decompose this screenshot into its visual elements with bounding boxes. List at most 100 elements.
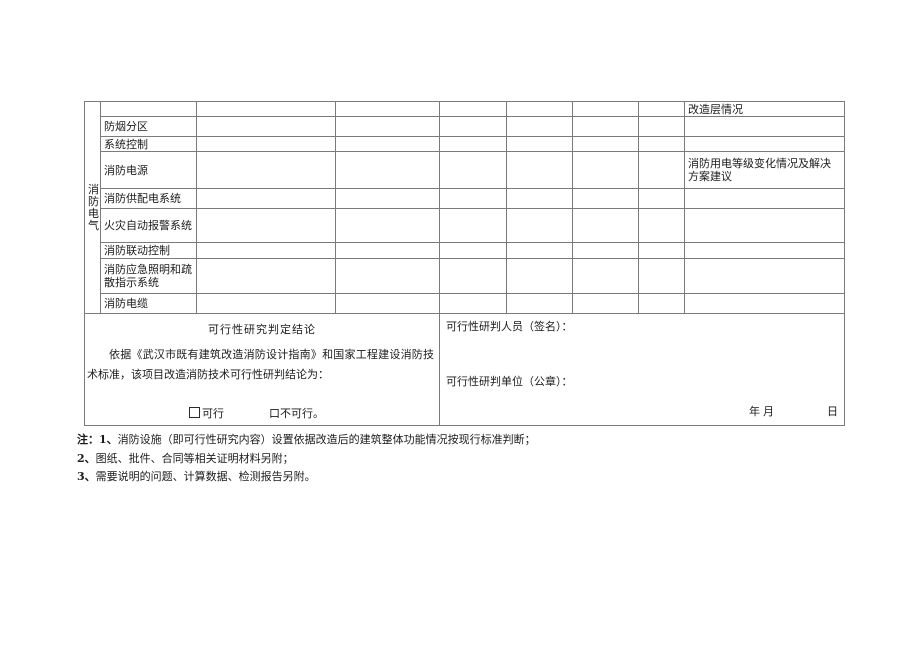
empty-cell — [196, 136, 336, 152]
remark-cell — [684, 116, 845, 137]
unit-label: 可行性研判单位（公章）： — [446, 375, 573, 388]
option-feasible: 可行 — [189, 407, 224, 420]
item-cell: 消防供配电系统 — [100, 188, 197, 209]
empty-cell — [335, 136, 440, 152]
footnote-prefix: 注： — [77, 433, 99, 446]
date-line: 年月 日 — [749, 405, 838, 418]
item-cell: 消防应急照明和疏散指示系统 — [100, 258, 197, 294]
empty-cell — [196, 208, 336, 243]
empty-cell — [572, 136, 639, 152]
empty-cell — [638, 208, 685, 243]
empty-cell — [638, 188, 685, 209]
footnote-line: 3、需要说明的问题、计算数据、检测报告另附。 — [77, 468, 647, 487]
footnote-text: 消防设施（即可行性研究内容）设置依据改造后的建筑整体功能情况按现行标准判断； — [117, 433, 536, 446]
empty-cell — [196, 258, 336, 294]
table-row: 消防电气 改造层情况 — [84, 101, 845, 314]
item-cell: 消防联动控制 — [100, 242, 197, 259]
remark-cell — [684, 136, 845, 152]
empty-cell — [439, 136, 507, 152]
table-row: 消防电源 消防用电等级变化情况及解决方案建议 — [85, 151, 845, 189]
conclusion-cell: 可行性研究判定结论 依据《武汉市既有建筑改造消防设计指南》和国家工程建设消防技术… — [84, 313, 440, 426]
empty-cell — [506, 208, 573, 243]
item-cell: 消防电缆 — [100, 293, 197, 314]
empty-cell — [572, 293, 639, 314]
empty-cell — [335, 188, 440, 209]
checkbox-icon — [189, 407, 200, 418]
item-cell: 防烟分区 — [100, 116, 197, 137]
empty-cell — [638, 242, 685, 259]
empty-cell — [572, 101, 639, 117]
remark-cell — [684, 258, 845, 294]
empty-cell — [572, 151, 639, 189]
empty-cell — [439, 242, 507, 259]
empty-cell — [506, 116, 573, 137]
empty-cell — [196, 242, 336, 259]
item-cell — [100, 101, 197, 117]
empty-cell — [196, 116, 336, 137]
date-day: 日 — [827, 405, 838, 418]
conclusion-row: 可行性研究判定结论 依据《武汉市既有建筑改造消防设计指南》和国家工程建设消防技术… — [84, 313, 845, 426]
empty-cell — [335, 293, 440, 314]
option-feasible-label: 可行 — [202, 407, 224, 420]
empty-cell — [439, 208, 507, 243]
footnote-line: 注：1、消防设施（即可行性研究内容）设置依据改造后的建筑整体功能情况按现行标准判… — [77, 431, 647, 450]
empty-cell — [196, 151, 336, 189]
footnote-number: 2、 — [77, 451, 96, 465]
signer-label: 可行性研判人员（签名）： — [446, 320, 573, 333]
empty-cell — [335, 258, 440, 294]
conclusion-options: 可行 口不可行。 — [86, 407, 439, 423]
empty-cell — [506, 136, 573, 152]
empty-cell — [439, 101, 507, 117]
item-cell: 系统控制 — [100, 136, 197, 152]
conclusion-title: 可行性研究判定结论 — [208, 323, 316, 336]
footnote-text: 图纸、批件、合同等相关证明材料另附； — [95, 451, 294, 465]
empty-cell — [196, 101, 336, 117]
footnote-number: 1、 — [99, 433, 118, 446]
empty-cell — [638, 151, 685, 189]
empty-cell — [572, 116, 639, 137]
table-row: 消防联动控制 — [85, 242, 845, 259]
empty-cell — [572, 242, 639, 259]
empty-cell — [335, 151, 440, 189]
empty-cell — [335, 116, 440, 137]
empty-cell — [638, 136, 685, 152]
remark-cell — [684, 242, 845, 259]
empty-cell — [439, 188, 507, 209]
empty-cell — [196, 188, 336, 209]
item-cell: 消防电源 — [100, 151, 197, 189]
empty-cell — [439, 258, 507, 294]
table-row: 系统控制 — [85, 136, 845, 152]
empty-cell — [572, 258, 639, 294]
empty-cell — [335, 242, 440, 259]
remark-cell — [684, 188, 845, 209]
section-label-cell: 消防电气 — [84, 101, 101, 314]
item-cell: 火灾自动报警系统 — [100, 208, 197, 243]
table-row: 火灾自动报警系统 — [85, 208, 845, 243]
date-year-month: 年月 — [749, 405, 777, 418]
empty-cell — [439, 293, 507, 314]
section-label: 消防电气 — [88, 182, 99, 232]
table-row: 消防供配电系统 — [85, 188, 845, 209]
signature-cell: 可行性研判人员（签名）： 可行性研判单位（公章）： 年月 日 — [439, 313, 845, 426]
empty-cell — [506, 151, 573, 189]
remark-cell: 改造层情况 — [684, 101, 845, 117]
footnote-number: 3、 — [77, 470, 96, 484]
empty-cell — [335, 208, 440, 243]
empty-cell — [572, 188, 639, 209]
remark-cell: 消防用电等级变化情况及解决方案建议 — [684, 151, 845, 189]
empty-cell — [196, 293, 336, 314]
empty-cell — [638, 101, 685, 117]
empty-cell — [439, 116, 507, 137]
table-row: 消防应急照明和疏散指示系统 — [85, 258, 845, 294]
empty-cell — [335, 101, 440, 117]
option-infeasible: 口不可行。 — [269, 407, 324, 420]
empty-cell — [638, 116, 685, 137]
fire-electrical-table: 消防电气 改造层情况 防烟分区 系统控制 消防电源 消防用电等级变化情况及解决方案建议 消防… — [84, 101, 845, 426]
conclusion-body: 依据《武汉市既有建筑改造消防设计指南》和国家工程建设消防技术标准，该项目改造消防… — [87, 348, 434, 381]
empty-cell — [506, 101, 573, 117]
empty-cell — [439, 151, 507, 189]
empty-cell — [572, 208, 639, 243]
remark-cell — [684, 208, 845, 243]
empty-cell — [506, 242, 573, 259]
